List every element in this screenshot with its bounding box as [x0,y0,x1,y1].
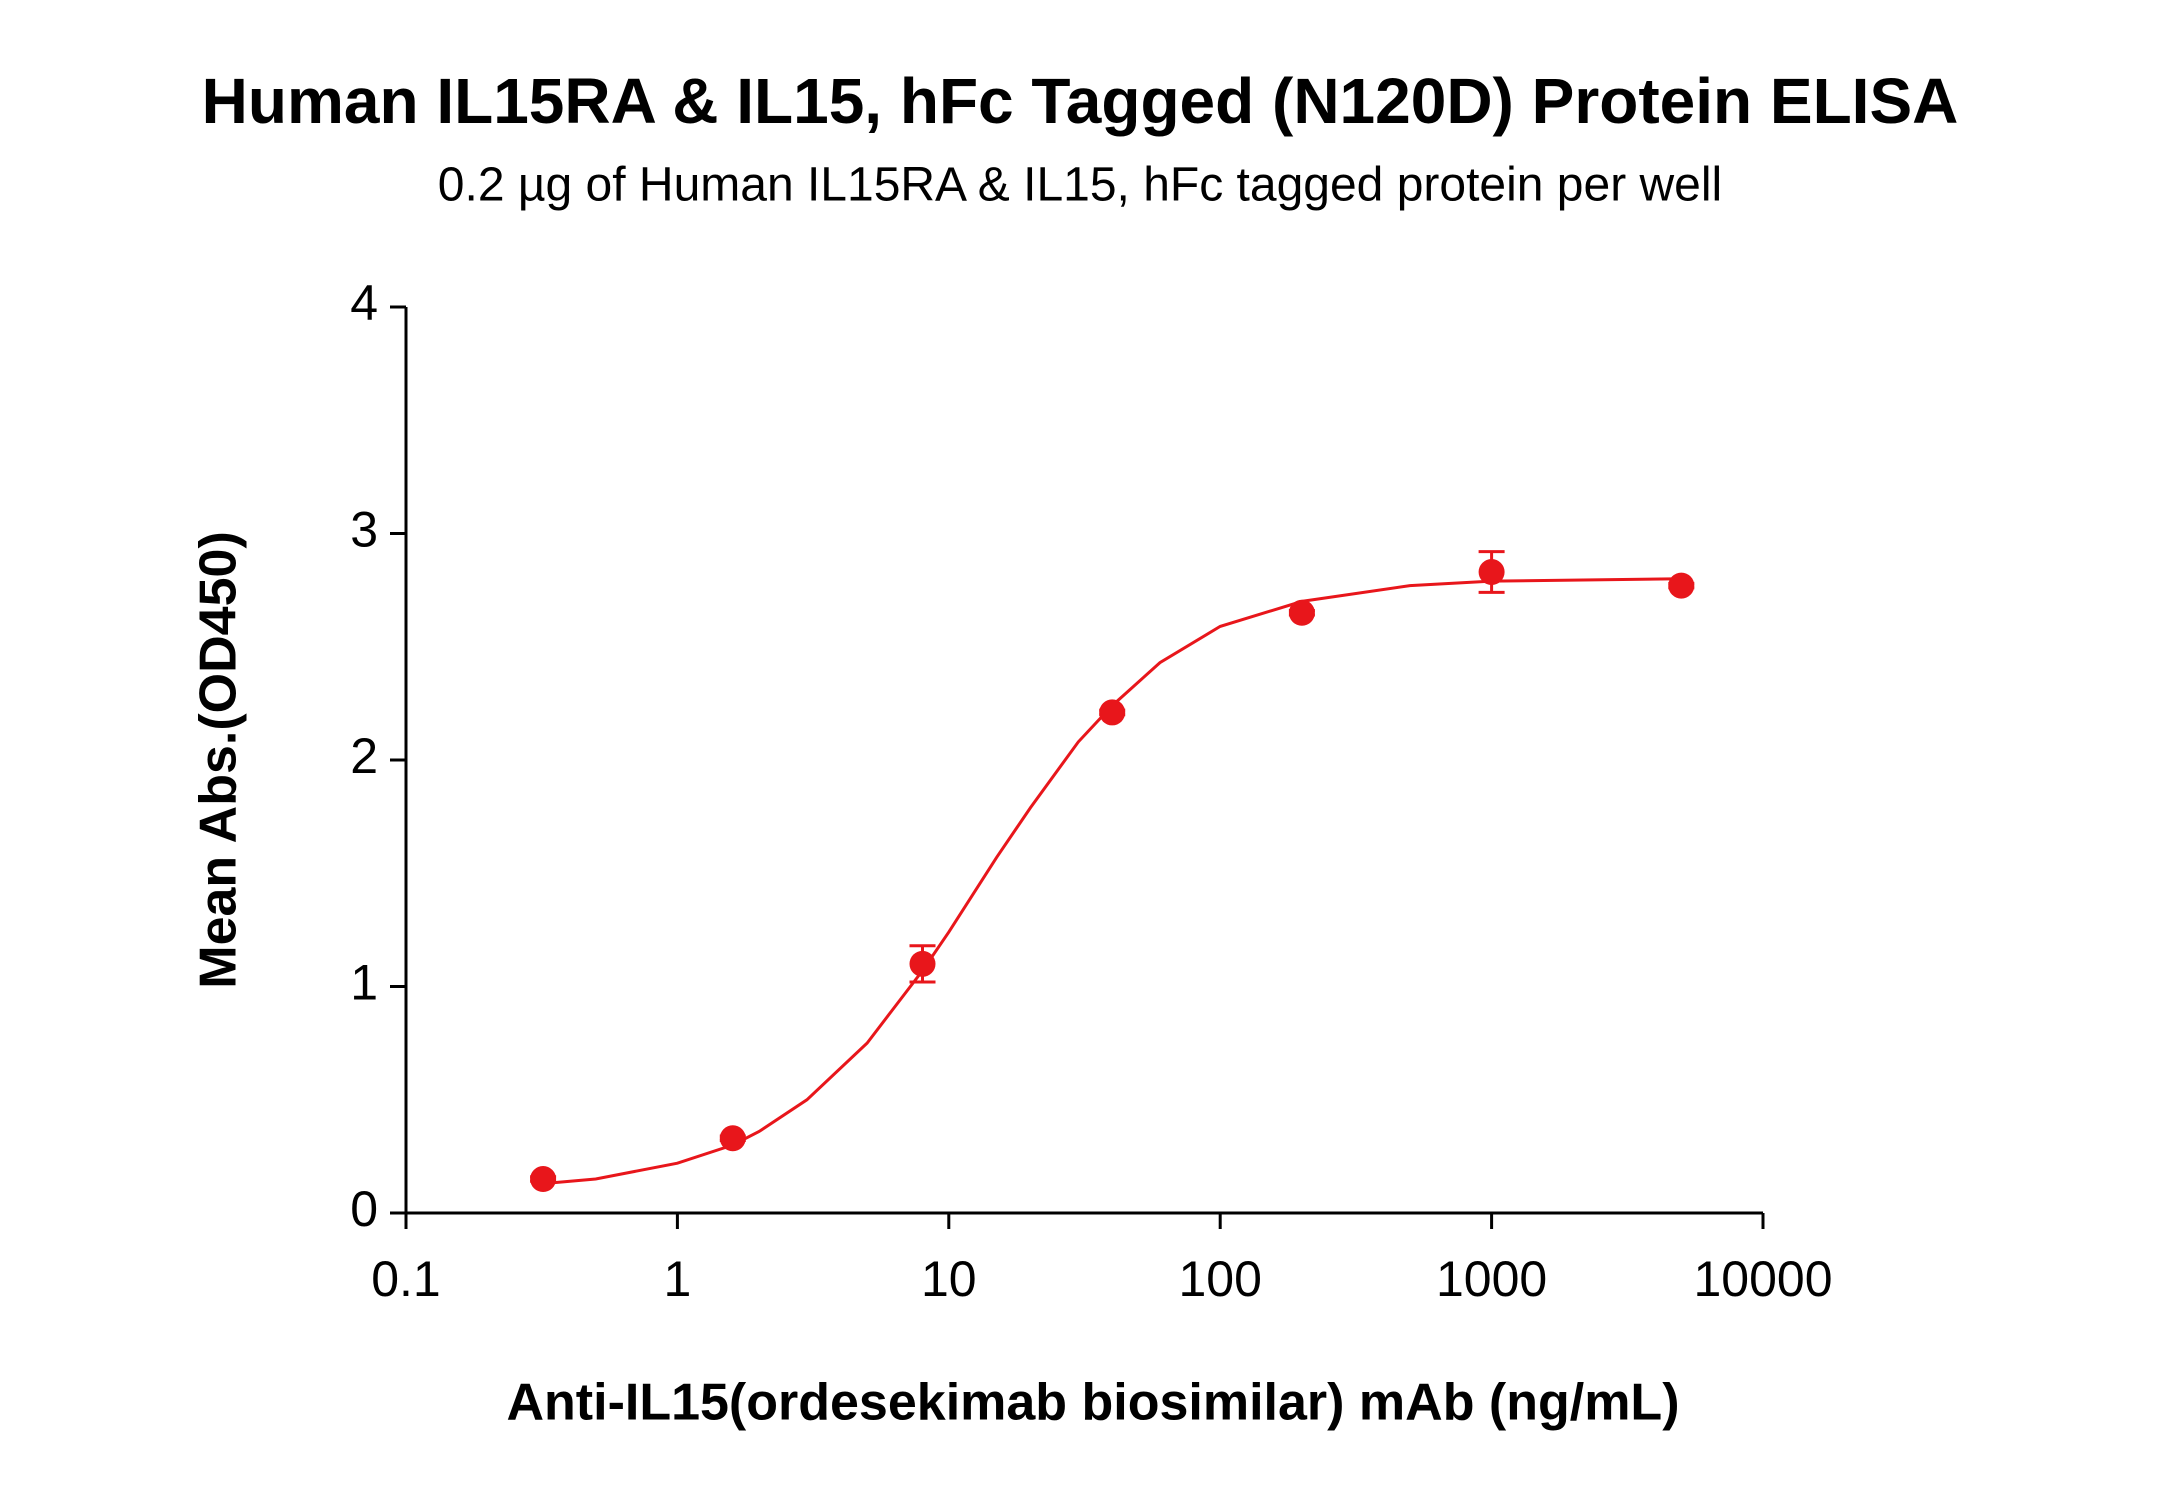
x-tick-label: 1000 [1436,1251,1547,1307]
y-axis-label: Mean Abs.(OD450) [190,531,248,989]
data-point [1478,559,1505,586]
x-tick-label: 10 [921,1251,977,1307]
fit-curve [542,577,1682,1186]
x-tick-label: 1 [663,1251,691,1307]
chart-title: Human IL15RA & IL15, hFc Tagged (N120D) … [202,65,1959,137]
x-axis-label: Anti-IL15(ordesekimab biosimilar) mAb (n… [506,1374,1679,1432]
y-tick-label: 2 [350,728,378,784]
data-point [1099,699,1126,726]
x-tick-label: 10000 [1693,1251,1832,1307]
x-tick-label: 100 [1178,1251,1261,1307]
y-tick-label: 1 [350,955,378,1011]
y-tick-label: 3 [350,502,378,558]
x-tick-label: 0.1 [371,1251,441,1307]
data-point [530,1166,557,1193]
chart-subtitle: 0.2 µg of Human IL15RA & IL15, hFc tagge… [438,159,1722,212]
data-point [719,1125,746,1152]
y-tick-label: 0 [350,1181,378,1237]
data-point [1288,599,1315,626]
y-tick-label: 4 [350,275,378,331]
data-point [909,950,936,977]
data-point [1668,572,1695,599]
